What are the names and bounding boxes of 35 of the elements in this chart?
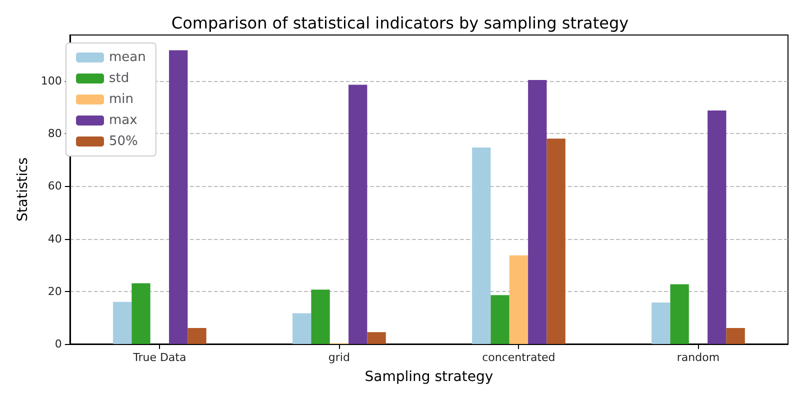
y-tick-label: 20 bbox=[48, 284, 62, 298]
bar bbox=[652, 302, 670, 344]
x-tick-label: grid bbox=[328, 351, 350, 364]
bar bbox=[490, 295, 510, 344]
chart-title: Comparison of statistical indicators by sampling strategy bbox=[171, 14, 629, 32]
bar bbox=[528, 80, 547, 344]
bar bbox=[509, 255, 528, 344]
legend-label: mean bbox=[109, 50, 146, 65]
bar bbox=[132, 283, 150, 344]
bar bbox=[367, 332, 386, 344]
y-tick-label: 100 bbox=[40, 74, 62, 88]
y-tick-label: 80 bbox=[48, 127, 62, 140]
x-tick-label: random bbox=[676, 351, 720, 364]
legend-label: max bbox=[109, 113, 138, 128]
bar bbox=[348, 84, 368, 344]
legend-label: std bbox=[109, 71, 130, 86]
bar bbox=[188, 328, 206, 344]
x-tick-label: True Data bbox=[132, 351, 186, 364]
legend-label: 50% bbox=[109, 134, 138, 149]
bar bbox=[546, 138, 566, 344]
x-tick-label: concentrated bbox=[482, 351, 556, 364]
x-axis-title: Sampling strategy bbox=[364, 369, 494, 385]
bar bbox=[112, 302, 132, 344]
bar bbox=[292, 313, 312, 344]
legend-label: min bbox=[109, 92, 134, 107]
y-tick-label: 40 bbox=[48, 232, 62, 246]
y-axis-title: Statistics bbox=[15, 158, 31, 222]
y-tick-label: 0 bbox=[54, 338, 62, 350]
y-tick-label: 60 bbox=[48, 180, 62, 193]
bar bbox=[168, 50, 188, 344]
bar bbox=[670, 284, 689, 344]
bar bbox=[472, 148, 491, 344]
bar bbox=[726, 328, 745, 344]
bar bbox=[311, 290, 330, 344]
bar bbox=[708, 110, 726, 344]
